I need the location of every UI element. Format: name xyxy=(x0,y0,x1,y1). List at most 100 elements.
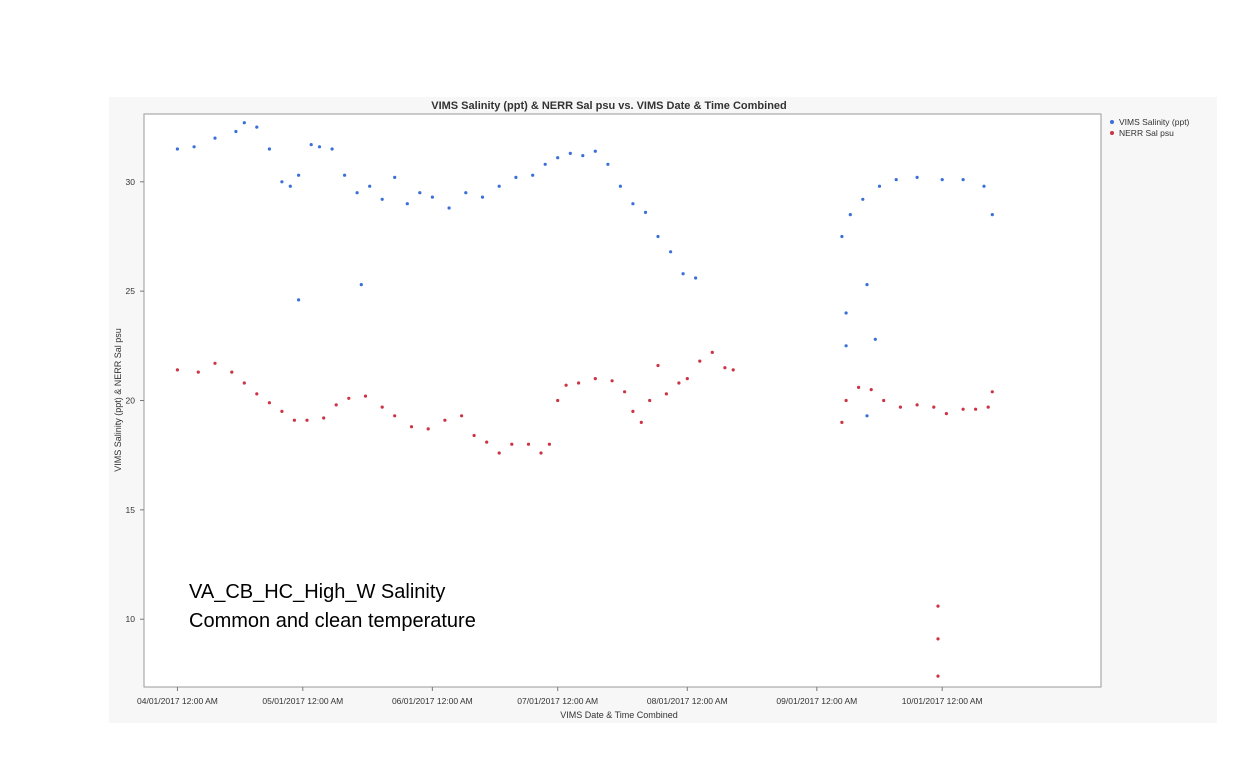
data-point xyxy=(961,178,965,182)
data-point xyxy=(669,250,673,254)
series-vims xyxy=(175,121,994,418)
data-point xyxy=(593,149,597,153)
data-point xyxy=(656,363,660,368)
data-point xyxy=(982,184,986,188)
data-point xyxy=(543,162,547,166)
data-point xyxy=(961,407,965,411)
data-point xyxy=(480,195,485,199)
data-point xyxy=(865,283,869,287)
data-point xyxy=(430,195,434,199)
data-point xyxy=(915,175,919,179)
data-point xyxy=(840,420,844,424)
data-point xyxy=(857,385,861,389)
data-point xyxy=(309,143,313,147)
data-point xyxy=(639,420,643,424)
data-point xyxy=(334,403,338,407)
data-point xyxy=(213,136,217,140)
data-point xyxy=(593,377,597,381)
data-point xyxy=(936,637,940,641)
x-tick-label: 10/01/2017 12:00 AM xyxy=(902,696,983,706)
data-point xyxy=(547,442,551,446)
data-point xyxy=(267,147,271,151)
data-point xyxy=(869,388,873,392)
data-point xyxy=(898,405,903,409)
y-tick-label: 15 xyxy=(126,505,136,515)
data-point xyxy=(631,409,635,413)
legend-label-vims: VIMS Salinity (ppt) xyxy=(1119,117,1190,127)
data-point xyxy=(497,184,501,188)
data-point xyxy=(242,121,246,125)
overlay-line-2: Common and clean temperature xyxy=(189,610,476,632)
data-point xyxy=(426,427,430,431)
data-point xyxy=(694,276,698,280)
data-point xyxy=(447,206,451,210)
data-point xyxy=(288,184,292,188)
data-point xyxy=(514,175,518,179)
data-point xyxy=(380,197,384,201)
data-point xyxy=(731,368,735,372)
data-point xyxy=(393,414,397,418)
data-point xyxy=(723,366,727,370)
overlay-line-1: VA_CB_HC_High_W Salinity xyxy=(189,581,446,603)
overlay-annotation: VA_CB_HC_High_W Salinity Common and clea… xyxy=(189,578,476,636)
data-point xyxy=(990,213,994,217)
data-point xyxy=(485,440,489,444)
data-points xyxy=(175,121,994,678)
data-point xyxy=(932,405,936,409)
data-point xyxy=(192,145,196,149)
legend-marker-vims xyxy=(1110,120,1114,124)
chart-svg: VIMS Salinity (ppt) & NERR Sal psu vs. V… xyxy=(113,100,1190,720)
series-nerr xyxy=(175,350,994,678)
data-point xyxy=(844,398,848,403)
data-point xyxy=(409,425,414,429)
data-point xyxy=(526,442,531,446)
data-point xyxy=(297,173,301,177)
plot-frame xyxy=(143,113,1102,688)
data-point xyxy=(317,145,322,149)
data-point xyxy=(877,184,882,188)
data-point xyxy=(865,414,869,418)
data-point xyxy=(568,151,572,155)
data-point xyxy=(974,407,978,411)
data-point xyxy=(915,403,919,407)
data-point xyxy=(894,178,898,182)
legend-marker-nerr xyxy=(1110,131,1114,135)
data-point xyxy=(297,298,301,302)
data-point xyxy=(363,394,368,398)
data-point xyxy=(539,451,543,455)
data-point xyxy=(472,433,476,438)
data-point xyxy=(497,451,501,455)
data-point xyxy=(347,396,351,400)
x-tick-label: 07/01/2017 12:00 AM xyxy=(517,696,598,706)
data-point xyxy=(510,442,514,446)
data-point xyxy=(196,370,200,374)
data-point xyxy=(234,129,238,134)
data-point xyxy=(664,392,669,396)
data-point xyxy=(848,213,852,217)
x-tick-label: 09/01/2017 12:00 AM xyxy=(776,696,857,706)
data-point xyxy=(710,350,714,354)
data-point xyxy=(681,272,685,276)
data-point xyxy=(618,184,622,188)
y-axis-label: VIMS Salinity (ppt) & NERR Sal psu xyxy=(113,328,123,472)
data-point xyxy=(936,674,940,678)
data-point xyxy=(213,361,217,365)
x-tick-label: 06/01/2017 12:00 AM xyxy=(392,696,473,706)
data-point xyxy=(355,191,359,195)
data-point xyxy=(175,368,179,372)
data-point xyxy=(305,418,309,422)
data-point xyxy=(230,370,234,374)
x-tick-label: 08/01/2017 12:00 AM xyxy=(647,696,728,706)
x-tick-label: 04/01/2017 12:00 AM xyxy=(137,696,218,706)
data-point xyxy=(577,381,581,385)
data-point xyxy=(175,147,179,151)
plot-panel: VIMS Salinity (ppt) & NERR Sal psu vs. V… xyxy=(109,97,1217,723)
data-point xyxy=(564,383,568,387)
data-point xyxy=(844,344,848,348)
data-point xyxy=(242,381,246,385)
data-point xyxy=(460,414,464,418)
data-point xyxy=(267,401,271,405)
data-point xyxy=(882,398,886,403)
data-point xyxy=(990,390,994,394)
data-point xyxy=(322,416,326,420)
